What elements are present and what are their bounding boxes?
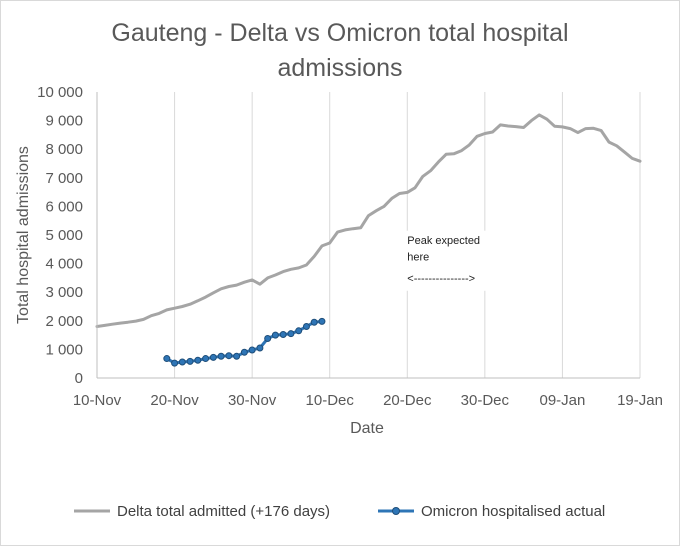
y-axis-label: Total hospital admissions: [15, 146, 32, 324]
y-tick-label: 8 000: [45, 141, 83, 158]
data-point-omicron: [202, 355, 210, 363]
x-axis-label: Date: [350, 420, 384, 437]
y-tick-label: 4 000: [45, 256, 83, 273]
legend: Delta total admitted (+176 days) Omicron…: [74, 503, 605, 520]
y-tick-label: 10 000: [37, 84, 83, 101]
data-point-omicron: [178, 358, 186, 366]
data-point-omicron: [256, 344, 264, 352]
legend-marker-omicron: [392, 507, 400, 515]
y-tick-label: 9 000: [45, 113, 83, 130]
data-point-omicron: [217, 352, 225, 360]
data-point-omicron: [171, 359, 179, 367]
data-point-omicron: [240, 348, 248, 356]
series-lines: [95, 113, 642, 367]
grid-lines: [96, 92, 641, 378]
data-point-omicron: [186, 357, 194, 365]
annotation-background: [405, 230, 488, 291]
data-point-omicron: [264, 335, 272, 343]
legend-label-delta: Delta total admitted (+176 days): [117, 503, 330, 520]
x-tick-label: 19-Jan: [617, 392, 663, 409]
series-line-delta: [95, 113, 642, 328]
x-tick-label: 30-Nov: [228, 392, 277, 409]
x-tick-label: 10-Nov: [73, 392, 122, 409]
axes: 10-Nov 20-Nov 30-Nov 10-Dec 20-Dec 30-Dec 09-J…: [37, 84, 663, 409]
x-tick-label: 10-Dec: [306, 392, 355, 409]
x-tick-label: 20-Dec: [383, 392, 432, 409]
data-point-omicron: [318, 317, 326, 325]
y-tick-label: 3 000: [45, 284, 83, 301]
data-point-omicron: [279, 331, 287, 339]
data-point-omicron: [310, 318, 318, 326]
data-point-omicron: [271, 331, 279, 339]
legend-label-omicron: Omicron hospitalised actual: [421, 503, 605, 520]
data-point-omicron: [295, 327, 303, 335]
data-point-omicron: [225, 352, 233, 360]
data-point-omicron: [302, 323, 310, 331]
y-tick-label: 0: [75, 370, 83, 387]
x-tick-label: 09-Jan: [539, 392, 585, 409]
y-tick-label: 7 000: [45, 170, 83, 187]
y-tick-label: 1 000: [45, 341, 83, 358]
data-point-omicron: [209, 353, 217, 361]
y-tick-label: 5 000: [45, 227, 83, 244]
y-tick-label: 6 000: [45, 198, 83, 215]
y-tick-label: 2 000: [45, 313, 83, 330]
chart-title-line2: admissions: [277, 54, 402, 82]
data-point-omicron: [287, 330, 295, 338]
x-tick-label: 20-Nov: [150, 392, 199, 409]
chart-title-line1: Gauteng - Delta vs Omicron total hospita…: [111, 19, 568, 47]
annotation-text: Peak expected: [407, 235, 480, 247]
annotation-box: Peak expected here <--------------->: [405, 230, 488, 291]
annotation-text: <--------------->: [407, 273, 475, 285]
data-point-omicron: [248, 346, 256, 354]
annotation-text: here: [407, 252, 429, 264]
data-point-omicron: [163, 355, 171, 363]
x-tick-label: 30-Dec: [461, 392, 510, 409]
data-point-omicron: [233, 352, 241, 360]
data-point-omicron: [194, 356, 202, 364]
